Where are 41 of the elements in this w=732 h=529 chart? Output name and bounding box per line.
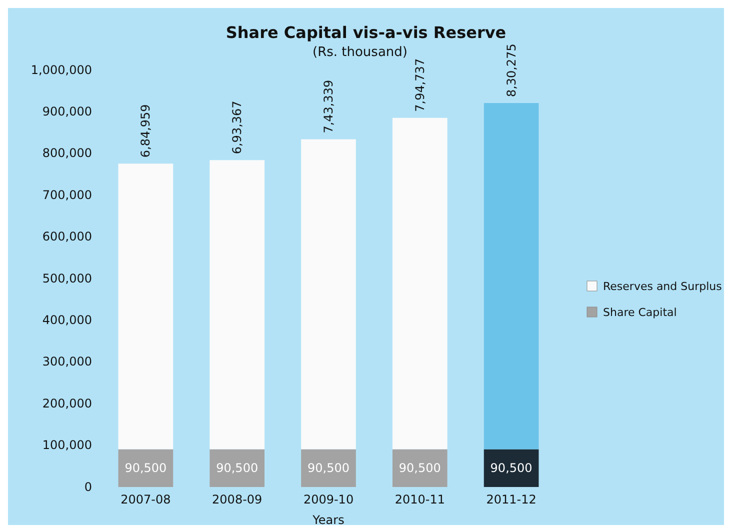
bar (210, 160, 265, 450)
bar (118, 449, 174, 487)
bar (484, 103, 539, 450)
bar (392, 449, 448, 487)
bar (210, 449, 265, 487)
bar (301, 449, 356, 487)
y-tick-label: 300,000 (42, 354, 92, 369)
data-label: 6,93,367 (230, 100, 244, 154)
data-label: 7,43,339 (322, 80, 336, 134)
bar (392, 118, 448, 450)
bar (118, 164, 174, 450)
y-tick-label: 0 (84, 480, 92, 494)
chart-title: Share Capital vis-a-vis Reserve (226, 23, 506, 42)
bar (484, 449, 539, 487)
x-tick-label: 2008-09 (212, 492, 262, 507)
x-tick-label: 2010-11 (394, 492, 445, 507)
x-axis-title: Years (312, 513, 344, 527)
legend-label: Share Capital (603, 306, 677, 319)
y-tick-label: 800,000 (42, 146, 92, 160)
y-tick-label: 700,000 (42, 188, 92, 202)
x-tick-label: 2007-08 (120, 492, 171, 507)
data-label: 90,500 (308, 461, 350, 476)
data-label: 8,30,275 (504, 44, 518, 98)
x-tick-label: 2009-10 (303, 492, 354, 507)
y-tick-label: 100,000 (42, 438, 92, 452)
data-label: 90,500 (124, 461, 167, 476)
data-label: 90,500 (490, 461, 532, 476)
data-label: 6,84,959 (138, 104, 153, 158)
legend-label: Reserves and Surplus (603, 280, 722, 293)
bar (301, 139, 356, 450)
chart-subtitle: (Rs. thousand) (312, 45, 408, 60)
y-tick-label: 400,000 (42, 313, 92, 328)
y-tick-label: 1,000,000 (30, 62, 92, 77)
x-tick-label: 2011-12 (486, 492, 536, 507)
data-label: 90,500 (216, 461, 258, 476)
y-tick-label: 200,000 (42, 396, 92, 410)
y-tick-label: 900,000 (42, 104, 92, 119)
data-label: 90,500 (398, 461, 441, 476)
data-label: 7,94,737 (412, 58, 427, 112)
y-tick-label: 600,000 (42, 230, 92, 244)
y-tick-label: 500,000 (42, 271, 92, 286)
